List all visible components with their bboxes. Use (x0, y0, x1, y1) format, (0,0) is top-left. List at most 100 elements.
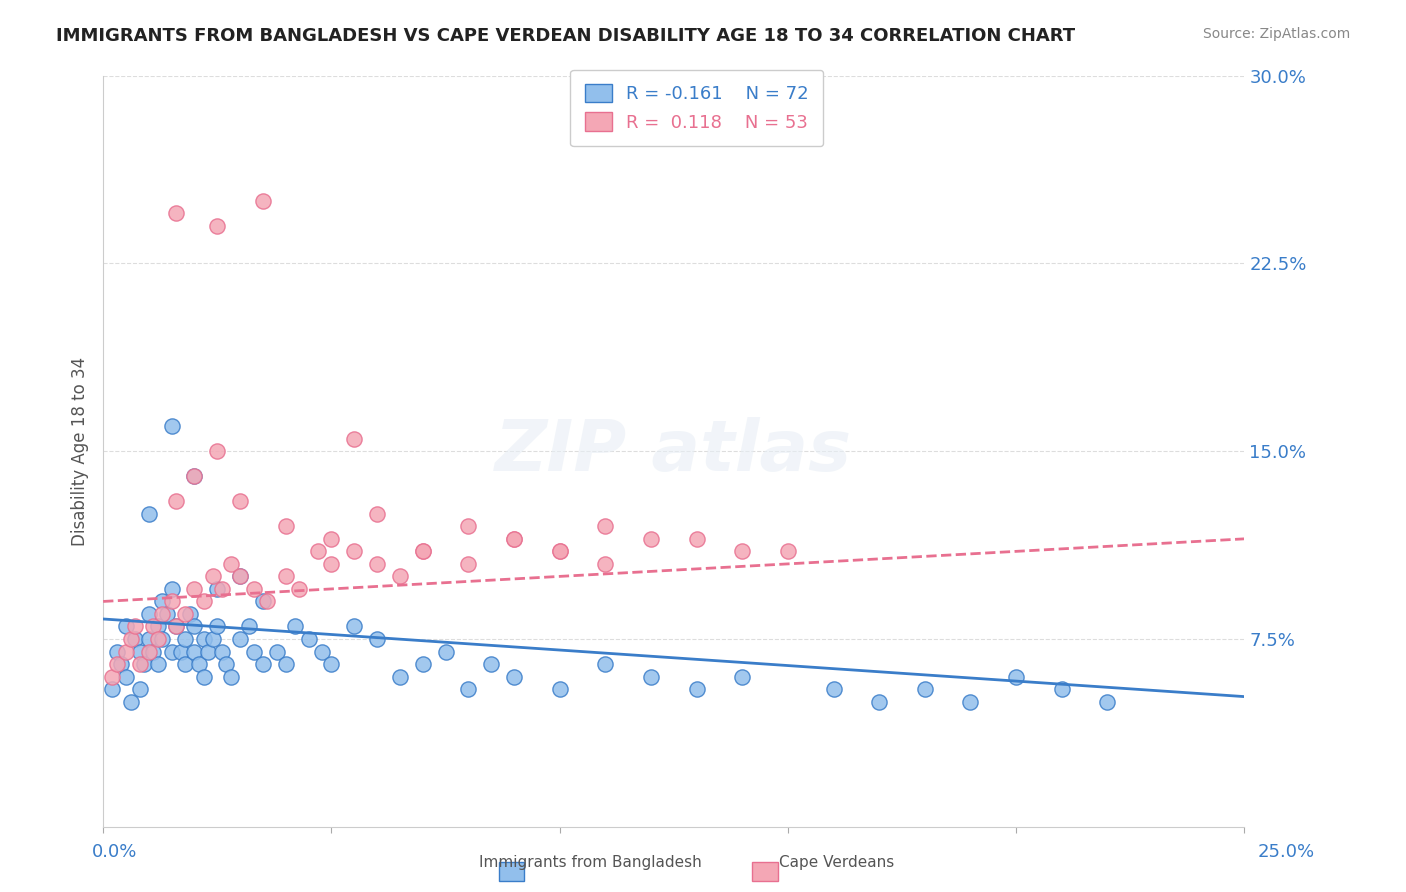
Point (321, 557, 343, 571)
Point (152, 594, 174, 608)
Point (197, 644, 219, 658)
Point (914, 682, 936, 697)
Text: Cape Verdeans: Cape Verdeans (779, 855, 894, 870)
Point (146, 632, 169, 646)
Point (120, 632, 142, 646)
Text: ZIP atlas: ZIP atlas (495, 417, 852, 485)
Point (128, 657, 150, 671)
Point (201, 632, 224, 646)
Point (174, 632, 197, 646)
Point (165, 619, 187, 633)
Point (170, 644, 193, 658)
Point (183, 582, 205, 596)
Point (252, 194, 274, 208)
Point (160, 419, 183, 434)
Point (343, 619, 366, 633)
Point (1050, 682, 1073, 697)
Point (321, 532, 343, 546)
Point (776, 544, 799, 558)
Point (823, 682, 845, 697)
Point (238, 619, 260, 633)
Point (207, 619, 229, 633)
Point (156, 607, 179, 621)
Point (160, 582, 183, 596)
Point (388, 669, 411, 683)
Point (457, 557, 479, 571)
Point (219, 557, 242, 571)
Point (124, 632, 146, 646)
Point (242, 644, 264, 658)
Point (366, 632, 388, 646)
Point (193, 669, 215, 683)
Point (252, 657, 274, 671)
Point (284, 619, 307, 633)
Text: 25.0%: 25.0% (1257, 843, 1315, 861)
Point (128, 682, 150, 697)
Point (685, 682, 707, 697)
Point (174, 657, 197, 671)
Point (548, 682, 571, 697)
Point (868, 695, 890, 709)
Point (193, 632, 215, 646)
Legend: R = -0.161    N = 72, R =  0.118    N = 53: R = -0.161 N = 72, R = 0.118 N = 53 (569, 70, 823, 146)
Point (388, 569, 411, 583)
Point (105, 657, 128, 671)
Point (229, 569, 252, 583)
Point (1005, 669, 1028, 683)
Point (252, 594, 274, 608)
Point (120, 695, 142, 709)
Text: IMMIGRANTS FROM BANGLADESH VS CAPE VERDEAN DISABILITY AGE 18 TO 34 CORRELATION C: IMMIGRANTS FROM BANGLADESH VS CAPE VERDE… (56, 27, 1076, 45)
Point (165, 619, 187, 633)
Point (219, 669, 242, 683)
Point (229, 494, 252, 508)
Point (457, 682, 479, 697)
Point (115, 644, 138, 658)
Point (256, 594, 278, 608)
Point (211, 582, 233, 596)
Point (229, 569, 252, 583)
Point (412, 657, 434, 671)
Point (152, 607, 174, 621)
Point (152, 632, 174, 646)
Text: 0.0%: 0.0% (91, 843, 136, 861)
Point (595, 657, 617, 671)
Point (165, 494, 187, 508)
Point (115, 669, 138, 683)
Point (685, 532, 707, 546)
Point (595, 557, 617, 571)
Point (242, 582, 264, 596)
Point (503, 532, 526, 546)
Point (343, 432, 366, 446)
Point (548, 544, 571, 558)
Point (321, 657, 343, 671)
Point (183, 644, 205, 658)
Text: Immigrants from Bangladesh: Immigrants from Bangladesh (479, 855, 702, 870)
Point (128, 644, 150, 658)
Point (366, 557, 388, 571)
Point (503, 669, 526, 683)
Point (229, 632, 252, 646)
Point (101, 682, 124, 697)
Point (731, 669, 754, 683)
Point (207, 444, 229, 458)
Point (138, 632, 160, 646)
Point (110, 657, 132, 671)
Point (134, 657, 156, 671)
Point (1097, 695, 1119, 709)
Point (183, 619, 205, 633)
Point (207, 219, 229, 233)
Point (124, 619, 146, 633)
Point (343, 544, 366, 558)
Point (138, 644, 160, 658)
Point (274, 519, 297, 533)
Point (434, 644, 457, 658)
Point (266, 644, 288, 658)
Point (274, 657, 297, 671)
Point (274, 569, 297, 583)
Point (188, 657, 211, 671)
Text: Source: ZipAtlas.com: Source: ZipAtlas.com (1202, 27, 1350, 41)
Point (548, 544, 571, 558)
Point (307, 544, 329, 558)
Point (183, 469, 205, 483)
Point (211, 644, 233, 658)
